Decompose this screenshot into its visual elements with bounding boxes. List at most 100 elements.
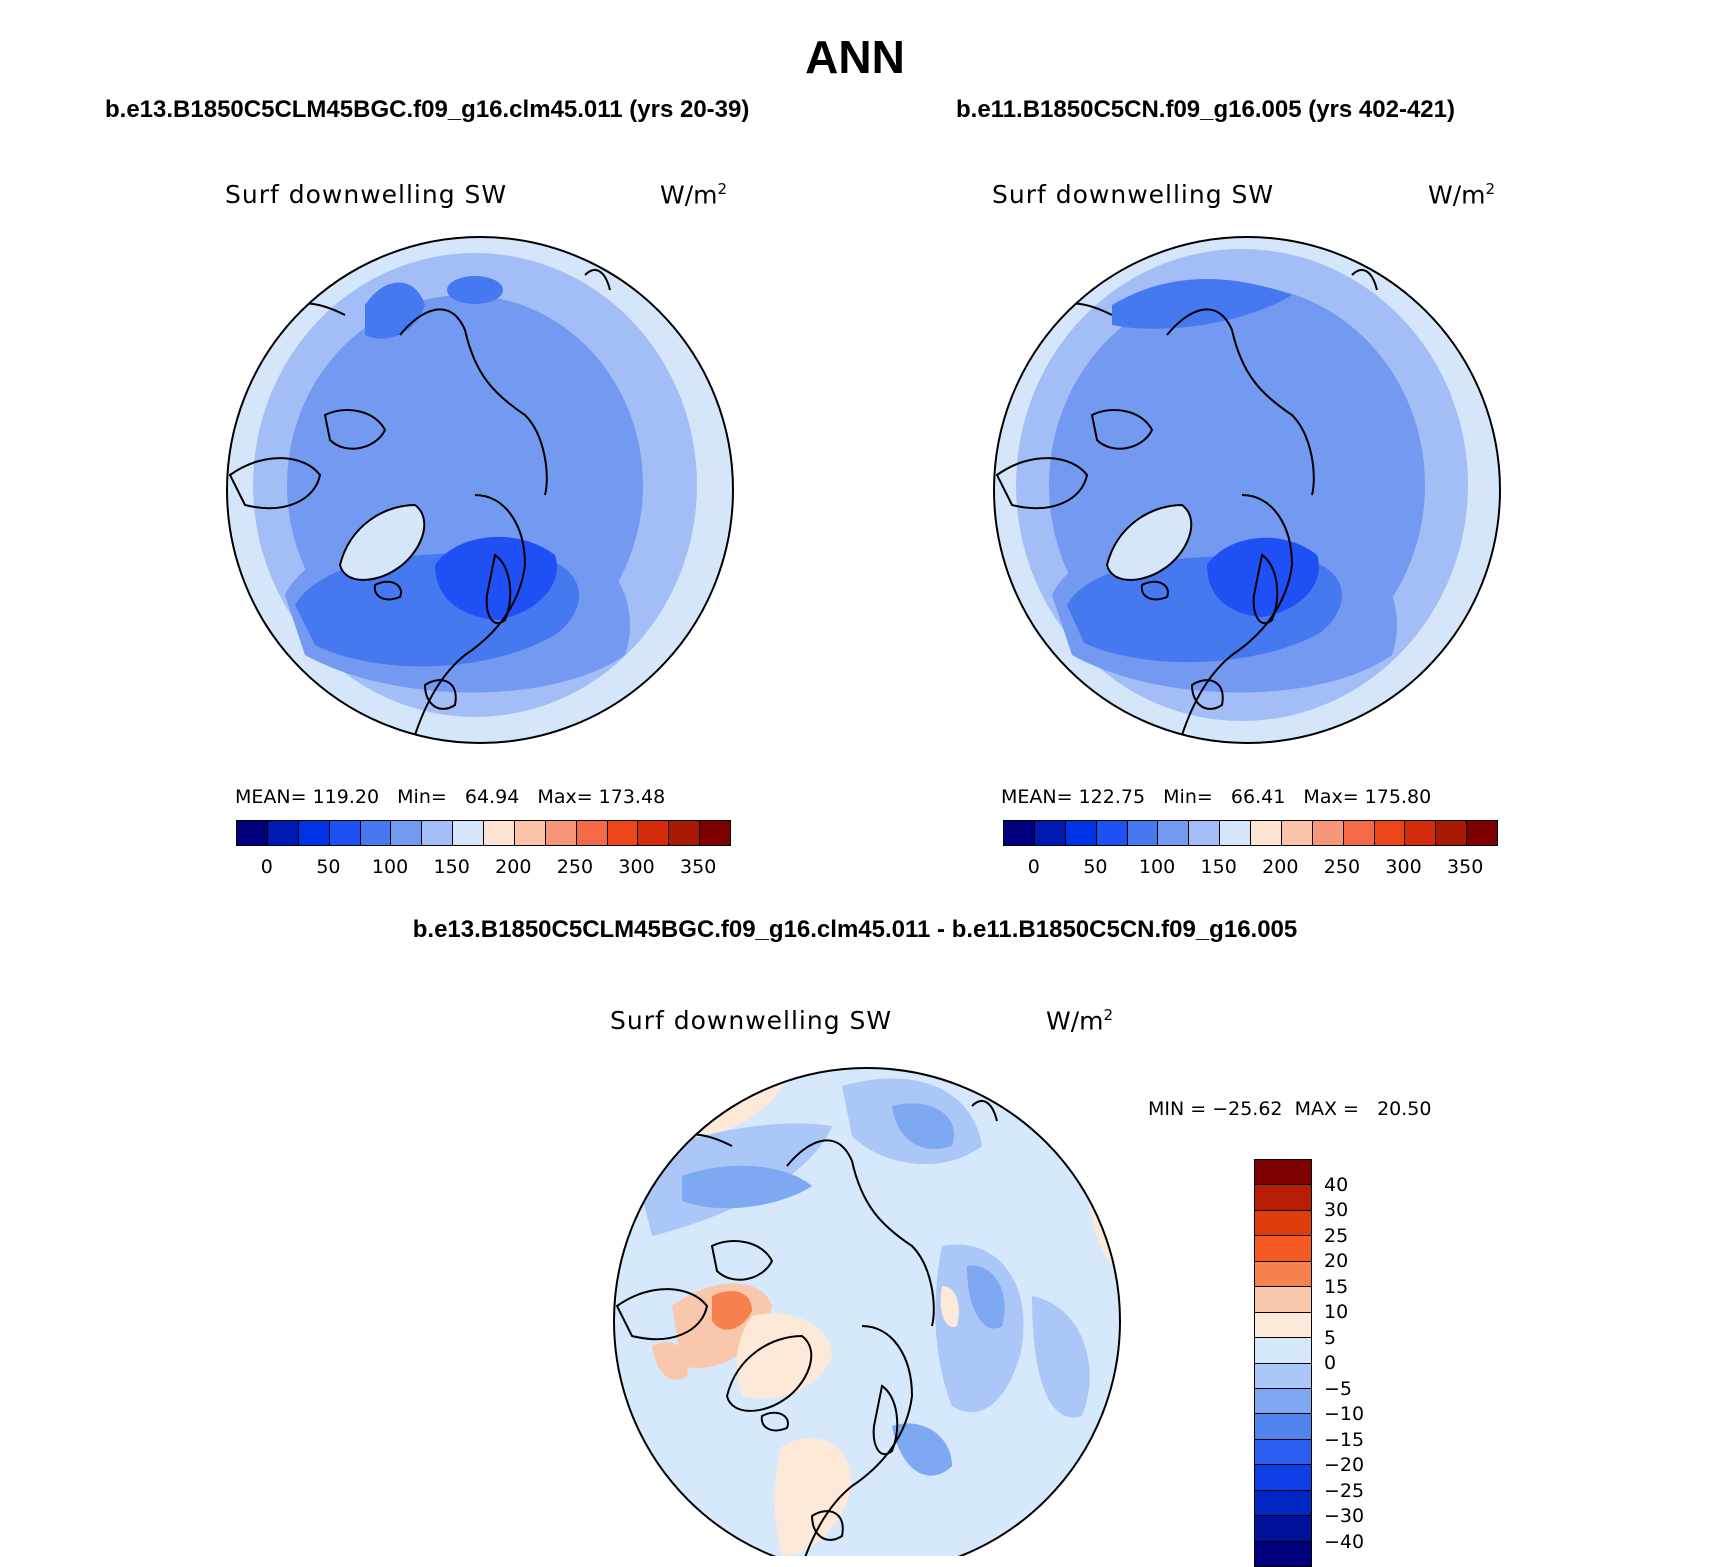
colorbar-swatch (1255, 1388, 1311, 1415)
colorbar-swatch (391, 821, 423, 845)
colorbar-swatch (1220, 821, 1251, 845)
colorbar-tick-label: 50 (1083, 856, 1108, 878)
colorbar-tick-label: −15 (1324, 1428, 1365, 1451)
colorbar-tick-label: 100 (1138, 856, 1176, 878)
colorbar-tick-label: 30 (1324, 1199, 1349, 1221)
colorbar-tick-label: 10 (1324, 1301, 1349, 1323)
colorbar-tick-label: 0 (260, 856, 273, 878)
colorbar-swatch (237, 821, 268, 845)
colorbar-tick-label: 50 (316, 856, 341, 878)
colorbar-swatch (514, 821, 546, 845)
colorbar-swatch (453, 821, 484, 845)
colorbar-swatch (1255, 1185, 1311, 1211)
difference-title: b.e13.B1850C5CLM45BGC.f09_g16.clm45.011 … (412, 916, 1298, 943)
colorbar-swatch (298, 821, 330, 845)
left-colorbar (236, 820, 731, 846)
colorbar-tick-label: 150 (1200, 856, 1237, 878)
right-colorbar-ticks: 0 50 100 150 200 250 300 350 (1003, 856, 1496, 880)
left-stats: MEAN= 119.20 Min= 64.94 Max= 173.48 (235, 786, 666, 808)
colorbar-tick-label: 350 (1447, 856, 1484, 878)
colorbar-swatch (1255, 1338, 1311, 1364)
colorbar-swatch (1281, 821, 1313, 845)
colorbar-swatch (1255, 1210, 1311, 1237)
colorbar-swatch (1467, 821, 1497, 845)
colorbar-tick-label: 300 (618, 856, 655, 878)
colorbar-swatch (1255, 1541, 1311, 1566)
colorbar-swatch (1255, 1287, 1311, 1313)
right-variable-label: Surf downwelling SW (992, 180, 1275, 209)
colorbar-tick-label: 0 (1324, 1352, 1337, 1374)
colorbar-swatch (1255, 1465, 1311, 1491)
colorbar-swatch (638, 821, 670, 845)
diff-units: W/m2 (1046, 1006, 1114, 1036)
colorbar-tick-label: 300 (1385, 856, 1422, 878)
colorbar-swatch (1065, 821, 1097, 845)
colorbar-swatch (1255, 1414, 1311, 1440)
colorbar-tick-label: 0 (1027, 856, 1040, 878)
colorbar-swatch (700, 821, 730, 845)
colorbar-swatch (484, 821, 515, 845)
left-units: W/m2 (660, 180, 728, 210)
colorbar-swatch (1255, 1439, 1311, 1466)
colorbar-swatch (1405, 821, 1437, 845)
difference-colorbar (1254, 1159, 1312, 1567)
right-units: W/m2 (1428, 180, 1496, 210)
right-polar-map (993, 236, 1501, 744)
colorbar-swatch (607, 821, 639, 845)
colorbar-tick-label: 250 (1323, 856, 1361, 878)
right-stats: MEAN= 122.75 Min= 66.41 Max= 175.80 (1001, 786, 1432, 808)
colorbar-tick-label: −20 (1324, 1454, 1365, 1476)
left-case-title: b.e13.B1850C5CLM45BGC.f09_g16.clm45.011 … (105, 96, 750, 123)
colorbar-swatch (1189, 821, 1221, 845)
colorbar-tick-label: 150 (433, 856, 470, 878)
colorbar-swatch (1374, 821, 1406, 845)
colorbar-tick-label: −10 (1324, 1403, 1365, 1425)
colorbar-swatch (1436, 821, 1468, 845)
colorbar-swatch (669, 821, 701, 845)
colorbar-tick-label: −25 (1324, 1479, 1365, 1502)
colorbar-tick-label: 15 (1324, 1275, 1349, 1298)
right-case-title: b.e11.B1850C5CN.f09_g16.005 (yrs 402-421… (956, 96, 1455, 123)
colorbar-tick-label: −30 (1324, 1505, 1365, 1527)
colorbar-swatch (1255, 1312, 1311, 1339)
colorbar-tick-label: 40 (1324, 1173, 1349, 1196)
colorbar-swatch (1251, 821, 1282, 845)
colorbar-swatch (1255, 1261, 1311, 1288)
main-title: ANN (805, 31, 905, 83)
colorbar-swatch (1127, 821, 1159, 845)
colorbar-swatch (329, 821, 361, 845)
colorbar-tick-label: 100 (371, 856, 409, 878)
colorbar-swatch (1255, 1160, 1311, 1186)
colorbar-swatch (1096, 821, 1128, 845)
colorbar-swatch (1004, 821, 1035, 845)
diff-stats: MIN = −25.62 MAX = 20.50 (1148, 1098, 1432, 1120)
difference-polar-map (613, 1067, 1121, 1556)
left-colorbar-ticks: 0 50 100 150 200 250 300 350 (236, 856, 729, 880)
colorbar-swatch (1312, 821, 1344, 845)
colorbar-swatch (360, 821, 392, 845)
colorbar-tick-label: 350 (680, 856, 717, 878)
colorbar-swatch (1255, 1363, 1311, 1389)
colorbar-tick-label: 5 (1324, 1326, 1337, 1349)
colorbar-tick-label: −40 (1324, 1530, 1365, 1553)
colorbar-swatch (1034, 821, 1066, 845)
colorbar-swatch (1158, 821, 1190, 845)
colorbar-swatch (1255, 1516, 1311, 1542)
colorbar-tick-label: 20 (1324, 1250, 1349, 1272)
colorbar-tick-label: 200 (1262, 856, 1299, 878)
colorbar-swatch (1343, 821, 1375, 845)
left-variable-label: Surf downwelling SW (225, 180, 508, 209)
colorbar-tick-label: 25 (1324, 1224, 1349, 1247)
colorbar-swatch (1255, 1490, 1311, 1517)
colorbar-swatch (1255, 1236, 1311, 1262)
left-polar-map (226, 236, 734, 744)
colorbar-tick-label: 200 (495, 856, 532, 878)
right-colorbar (1003, 820, 1498, 846)
colorbar-swatch (576, 821, 608, 845)
colorbar-swatch (267, 821, 299, 845)
colorbar-tick-label: −5 (1324, 1377, 1353, 1400)
colorbar-swatch (422, 821, 454, 845)
colorbar-swatch (545, 821, 577, 845)
colorbar-tick-label: 250 (556, 856, 594, 878)
diff-variable-label: Surf downwelling SW (610, 1006, 893, 1035)
